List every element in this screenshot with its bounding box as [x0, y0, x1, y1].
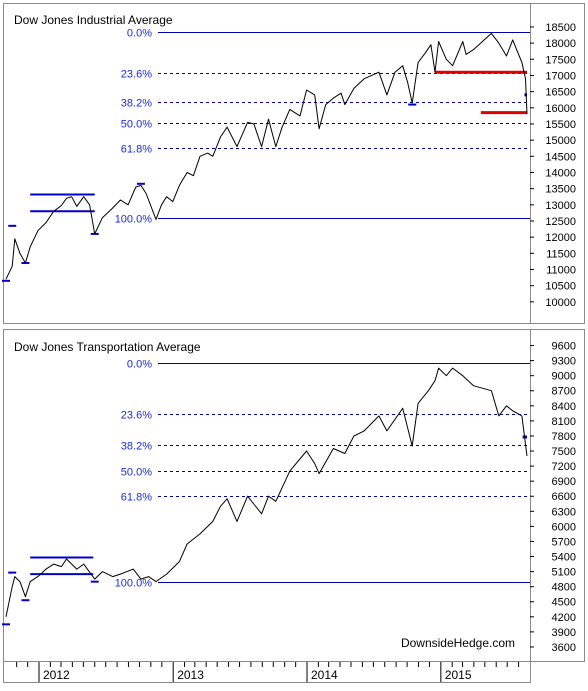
x-axis-frame	[3, 661, 531, 683]
djta-y-tick-label: 7800	[552, 431, 576, 443]
x-year-label: 2012	[43, 668, 70, 682]
djta-y-tick-label: 5700	[552, 536, 576, 548]
djia-y-tick-label: 13000	[545, 200, 576, 212]
djia-fib-label: 38.2%	[121, 98, 152, 110]
djta-y-tick-label: 7500	[552, 446, 576, 458]
djta-y-tick-label: 6000	[552, 521, 576, 533]
djia-fib-label: 100.0%	[115, 214, 153, 226]
djia-y-tick-label: 12500	[545, 216, 576, 228]
djia-price-series	[5, 32, 528, 280]
djia-y-tick-label: 14000	[545, 167, 576, 179]
djta-fibonacci-levels: 0.0% 23.6% 38.2% 50.0% 61.8% 100.0%	[115, 359, 530, 590]
djta-y-tick-label: 5100	[552, 567, 576, 579]
djta-y-tick-label: 3900	[552, 627, 576, 639]
djia-y-tick-label: 14500	[545, 151, 576, 163]
djta-y-tick-label: 9600	[552, 341, 576, 353]
x-year-label: 2013	[177, 668, 204, 682]
djta-y-tick-label: 9000	[552, 371, 576, 383]
djia-y-tick-label: 10500	[545, 281, 576, 293]
djia-price-line	[5, 32, 528, 280]
djia-panel: Dow Jones Industrial Average 0.0% 23.6% 38…	[2, 3, 585, 324]
x-axis-year-labels: 2012 2013 2014 2015	[43, 668, 472, 682]
djta-y-tick-label: 6600	[552, 491, 576, 503]
djia-fib-label: 0.0%	[127, 28, 152, 40]
djia-y-tick-label: 18500	[545, 22, 576, 34]
djta-fib-label: 38.2%	[121, 441, 152, 453]
djta-price-line	[5, 367, 528, 617]
djia-y-tick-label: 16000	[545, 103, 576, 115]
djia-y-tick-label: 16500	[545, 87, 576, 99]
djia-y-tick-label: 17000	[545, 70, 576, 82]
djta-y-tick-label: 6300	[552, 506, 576, 518]
djia-fib-label: 61.8%	[121, 144, 152, 156]
watermark: DownsideHedge.com	[401, 636, 515, 650]
djta-y-tick-label: 8400	[552, 401, 576, 413]
djia-y-tick-label: 12000	[545, 232, 576, 244]
djta-y-tick-label: 3600	[552, 642, 576, 654]
djta-y-tick-label: 7200	[552, 461, 576, 473]
djta-panel: Dow Jones Transportation Average 0.0% 23.…	[2, 329, 585, 662]
djia-axis-frame	[530, 3, 585, 324]
djta-y-tick-label: 8700	[552, 386, 576, 398]
djta-axis-frame	[530, 329, 585, 662]
djia-y-tick-label: 13500	[545, 184, 576, 196]
djta-y-tick-label: 5400	[552, 552, 576, 564]
x-year-label: 2015	[445, 668, 472, 682]
djta-y-tick-label: 4200	[552, 612, 576, 624]
djta-y-tick-label: 4800	[552, 582, 576, 594]
djia-y-tick-label: 18000	[545, 38, 576, 50]
djta-fib-label: 50.0%	[121, 467, 152, 479]
djta-fib-label: 23.6%	[121, 410, 152, 422]
djia-y-tick-label: 17500	[545, 54, 576, 66]
x-year-label: 2014	[311, 668, 338, 682]
djta-y-tick-label: 9300	[552, 356, 576, 368]
djta-y-axis-ticks: 3600 3900 4200 4500 4800 5100 5400 5700 6000 6300…	[530, 341, 576, 654]
djta-y-tick-label: 6900	[552, 476, 576, 488]
x-axis: 2012 2013 2014 2015	[3, 661, 531, 683]
djia-y-tick-label: 11000	[546, 264, 576, 276]
djta-fib-label: 100.0%	[115, 578, 153, 590]
djia-y-tick-label: 15500	[545, 119, 576, 131]
djta-fib-label: 61.8%	[121, 492, 152, 504]
djta-title: Dow Jones Transportation Average	[14, 340, 201, 354]
djia-y-tick-label: 10000	[545, 297, 576, 309]
djta-fib-label: 0.0%	[127, 359, 152, 371]
djia-fib-label: 23.6%	[121, 69, 152, 81]
djia-title: Dow Jones Industrial Average	[14, 13, 173, 27]
djia-y-tick-label: 15000	[545, 135, 576, 147]
djia-y-tick-label: 11500	[546, 248, 576, 260]
x-axis-month-ticks	[16, 662, 520, 682]
djia-y-axis-ticks: 10000 10500 11000 11500 12000 12500 13000 13500…	[530, 22, 576, 309]
djta-price-series	[5, 367, 528, 617]
djta-y-tick-label: 8100	[552, 416, 576, 428]
djia-fib-label: 50.0%	[121, 119, 152, 131]
djta-y-tick-label: 4500	[552, 597, 576, 609]
